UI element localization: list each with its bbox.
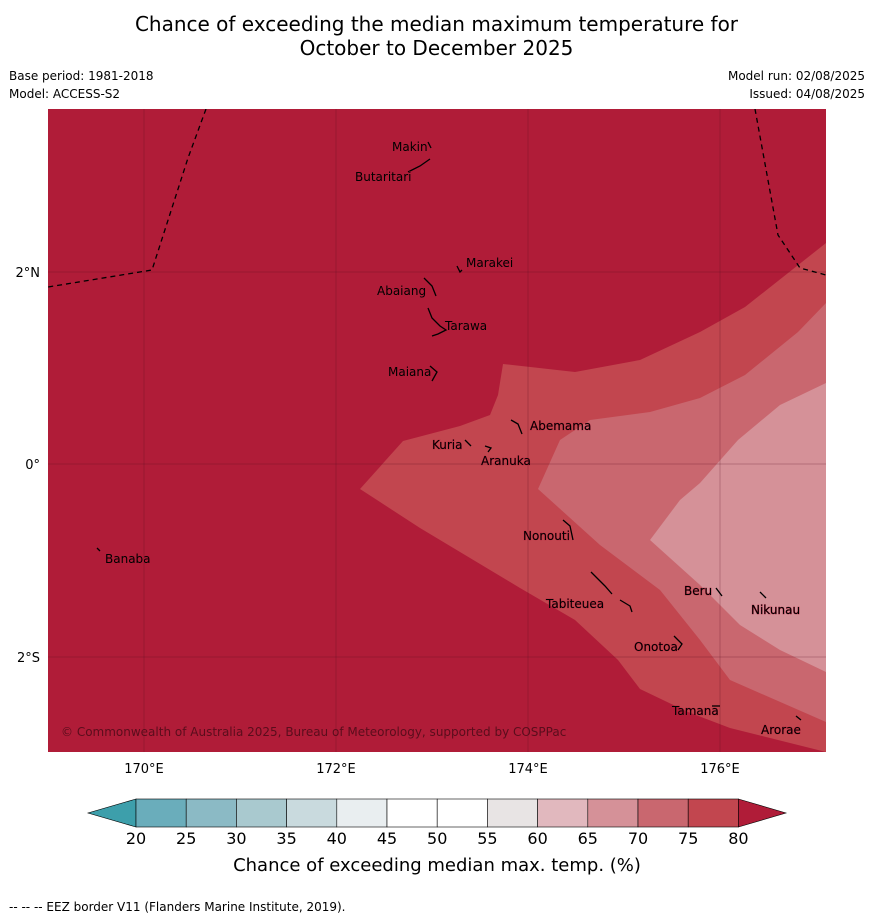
colorbar-segment	[687, 798, 739, 828]
colorbar-tick-label: 80	[728, 829, 748, 848]
issued-date: Issued: 04/08/2025	[749, 87, 865, 101]
colorbar-tick-label: 35	[276, 829, 296, 848]
colorbar-segment	[587, 798, 639, 828]
colorbar-segment	[637, 798, 689, 828]
lon-label: 170°E	[124, 762, 164, 777]
place-label: Beru	[684, 584, 712, 598]
eez-footnote: -- -- -- EEZ border V11 (Flanders Marine…	[9, 900, 346, 914]
place-label: Nonouti	[523, 529, 570, 543]
colorbar-tick-label: 20	[126, 829, 146, 848]
colorbar-tick-label: 45	[377, 829, 397, 848]
colorbar-title: Chance of exceeding median max. temp. (%…	[233, 855, 641, 876]
lat-label: 2°N	[16, 266, 41, 281]
map-area: Makin Butaritari Marakei Abaiang Tarawa …	[48, 109, 826, 752]
place-labels: Makin Butaritari Marakei Abaiang Tarawa …	[105, 140, 801, 738]
eez-border	[48, 109, 826, 288]
place-label: Banaba	[105, 552, 151, 566]
place-label: Maiana	[388, 365, 431, 379]
lat-label: 2°S	[17, 651, 40, 666]
colorbar-segment	[386, 798, 438, 828]
longitude-labels: 170°E 172°E 174°E 176°E	[124, 762, 740, 777]
colorbar-segment	[336, 798, 388, 828]
place-label: Abemama	[530, 419, 591, 433]
colorbar-segment	[487, 798, 538, 828]
colorbar-arrow-low	[86, 798, 137, 828]
lon-label: 176°E	[700, 762, 740, 777]
chart-title: Chance of exceeding the median maximum t…	[0, 12, 873, 60]
place-label: Nikunau	[751, 603, 800, 617]
colorbar-tick-label: 55	[477, 829, 497, 848]
region-65-70	[650, 383, 826, 672]
place-label: Marakei	[466, 256, 513, 270]
place-label: Tarawa	[444, 319, 487, 333]
model-name: Model: ACCESS-S2	[9, 87, 121, 101]
colorbar-segment	[436, 798, 488, 828]
place-label: Tabiteuea	[545, 597, 604, 611]
colorbar-segment	[236, 798, 287, 828]
colorbar-tick-label: 25	[176, 829, 196, 848]
colorbar-tick-label: 30	[226, 829, 246, 848]
colorbar-tick-label: 75	[678, 829, 698, 848]
place-label: Kuria	[432, 438, 463, 452]
colorbar-tick-label: 70	[628, 829, 648, 848]
copyright-note: © Commonwealth of Australia 2025, Bureau…	[61, 725, 566, 739]
colorbar-segment	[185, 798, 237, 828]
place-label: Abaiang	[377, 284, 426, 298]
colorbar-tick-label: 65	[578, 829, 598, 848]
model-run: Model run: 02/08/2025	[727, 69, 865, 83]
lon-label: 172°E	[316, 762, 356, 777]
place-label: Aranuka	[481, 454, 531, 468]
latitude-labels: 2°N 0° 2°S	[16, 266, 41, 666]
graticule	[48, 109, 826, 752]
lon-label: 174°E	[508, 762, 548, 777]
colorbar-tick-label: 50	[427, 829, 447, 848]
colorbar-arrow-high	[738, 798, 788, 828]
colorbar-tick-label: 40	[327, 829, 347, 848]
colorbar-segment	[537, 798, 589, 828]
colorbar-tick-label: 60	[527, 829, 547, 848]
title-line-1: Chance of exceeding the median maximum t…	[134, 12, 739, 36]
title-line-2: October to December 2025	[299, 36, 574, 60]
islands	[96, 141, 802, 721]
base-period: Base period: 1981-2018	[9, 69, 154, 83]
colorbar: 20 25 30 35 40 45 50 55 60 65 70 75 80	[86, 798, 788, 848]
colorbar-segment	[286, 798, 338, 828]
place-label: Arorae	[761, 723, 801, 737]
place-label: Butaritari	[355, 170, 412, 184]
place-label: Onotoa	[634, 640, 678, 654]
lat-label: 0°	[25, 458, 40, 473]
place-label: Tamana	[671, 704, 719, 718]
colorbar-segment	[135, 798, 187, 828]
place-label: Makin	[392, 140, 428, 154]
